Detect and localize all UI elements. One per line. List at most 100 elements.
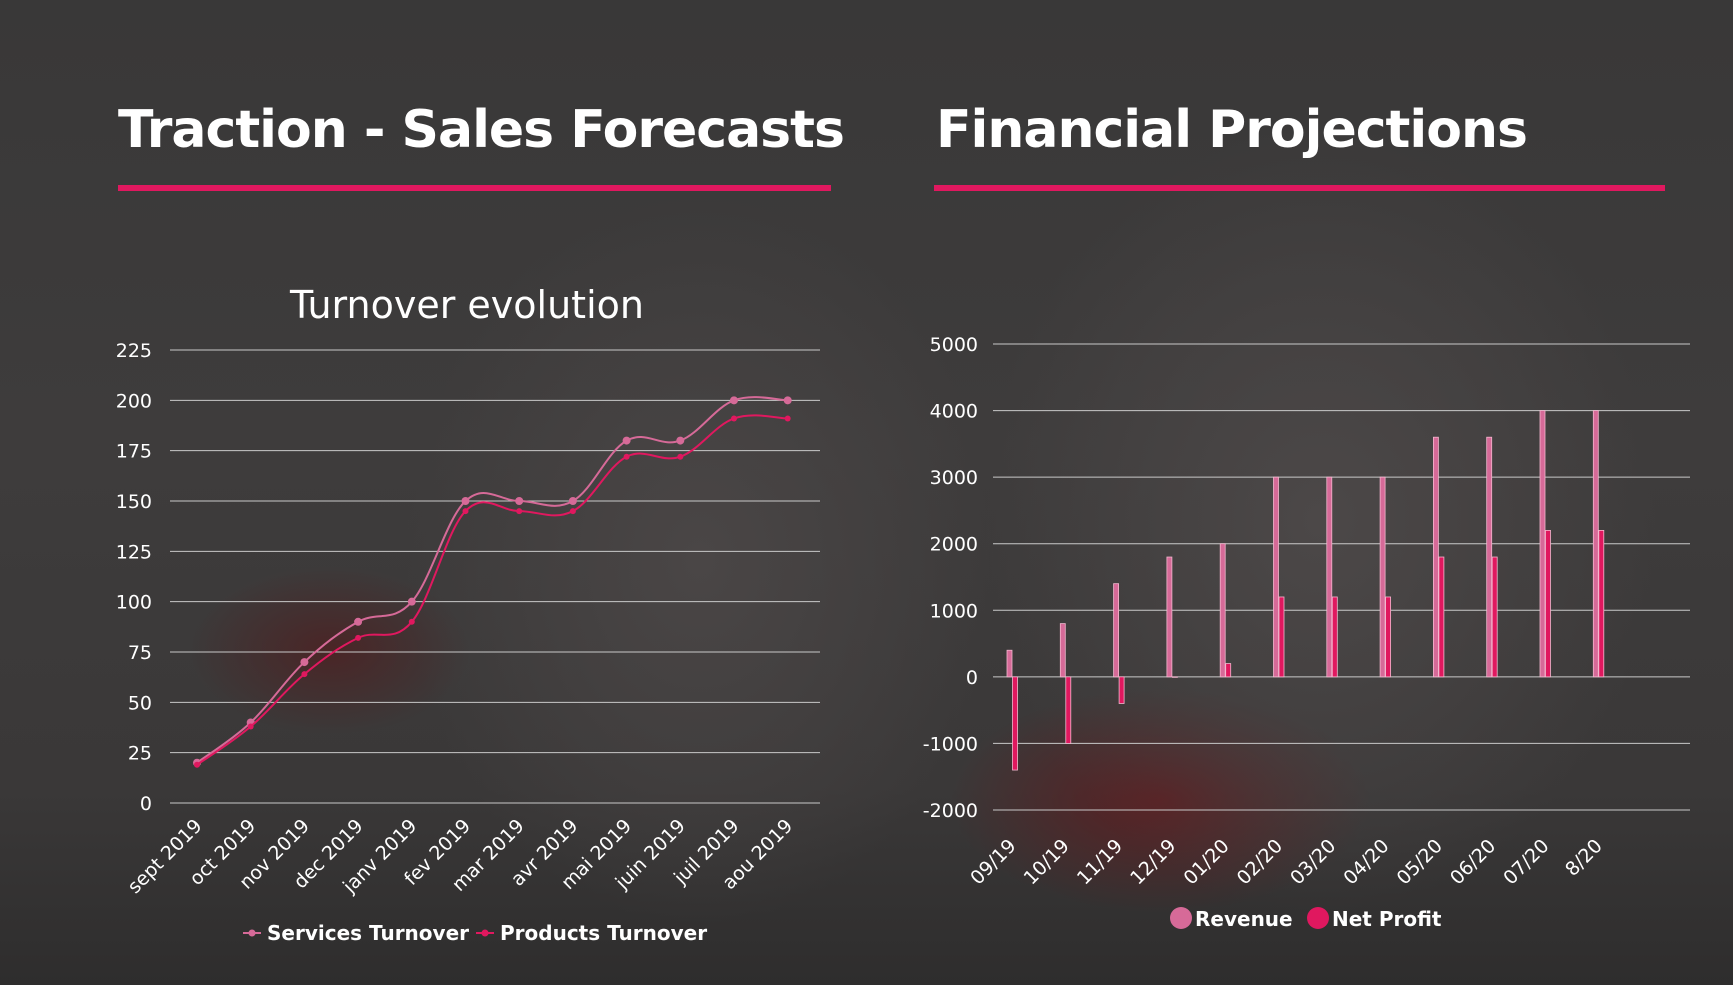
y-tick-label: 175 bbox=[116, 441, 152, 463]
bar-chart-bars bbox=[1006, 410, 1605, 771]
data-point bbox=[461, 497, 470, 505]
revenue-bar bbox=[1273, 476, 1279, 678]
x-tick-label: 09/19 bbox=[966, 835, 1020, 889]
bar-chart-y-ticks: 5000 4000 3000 2000 1000 0 -1000 -2000 bbox=[923, 334, 978, 822]
right-title-underline bbox=[934, 185, 1665, 191]
legend-label: Products Turnover bbox=[500, 921, 707, 945]
y-tick-label: 2000 bbox=[930, 534, 978, 556]
revenue-bar bbox=[1326, 476, 1333, 678]
data-point bbox=[247, 723, 254, 730]
line-chart-grid bbox=[170, 349, 820, 804]
y-tick-label: 1000 bbox=[930, 600, 978, 622]
legend-swatch-marker bbox=[1307, 907, 1329, 929]
data-point bbox=[300, 658, 309, 667]
net-profit-bar bbox=[1065, 676, 1072, 744]
y-tick-label: 0 bbox=[140, 793, 152, 815]
net-profit-bar bbox=[1545, 530, 1551, 678]
data-point bbox=[568, 497, 577, 505]
legend-swatch-marker bbox=[1170, 907, 1192, 929]
revenue-bar bbox=[1539, 410, 1546, 678]
net-profit-bar bbox=[1491, 556, 1498, 678]
revenue-bar bbox=[1113, 583, 1119, 678]
data-point bbox=[354, 617, 363, 626]
legend-label: Net Profit bbox=[1332, 907, 1442, 931]
x-tick-label: 05/20 bbox=[1393, 835, 1447, 889]
net-profit-bar bbox=[1385, 596, 1391, 678]
net-profit-bar bbox=[1331, 596, 1338, 678]
y-tick-label: 4000 bbox=[930, 401, 978, 423]
x-tick-label: 11/19 bbox=[1073, 835, 1127, 889]
net-profit-bar bbox=[1225, 663, 1232, 678]
y-tick-label: -2000 bbox=[923, 800, 978, 822]
x-tick-label: 03/20 bbox=[1286, 835, 1340, 889]
net-profit-bar bbox=[1118, 676, 1125, 704]
data-point bbox=[784, 415, 791, 422]
y-tick-label: 125 bbox=[116, 541, 152, 563]
bar-chart-grid bbox=[993, 343, 1690, 811]
legend-label: Revenue bbox=[1195, 907, 1293, 931]
chart-title: Turnover evolution bbox=[289, 283, 644, 327]
x-tick-label: 06/20 bbox=[1446, 835, 1500, 889]
left-title-underline bbox=[118, 185, 831, 191]
data-point bbox=[301, 671, 308, 678]
y-tick-label: 75 bbox=[128, 642, 152, 664]
data-point bbox=[731, 415, 737, 422]
data-point bbox=[407, 597, 416, 606]
revenue-bar bbox=[1379, 476, 1386, 678]
x-tick-label: 01/20 bbox=[1179, 835, 1233, 889]
x-tick-label: 8/20 bbox=[1561, 835, 1607, 881]
net-profit-bar bbox=[1172, 676, 1178, 678]
net-profit-bar bbox=[1438, 556, 1445, 678]
revenue-bar bbox=[1059, 623, 1066, 678]
x-tick-label: 12/19 bbox=[1126, 835, 1180, 889]
revenue-bar bbox=[1219, 543, 1226, 678]
legend-swatch-marker bbox=[481, 929, 489, 937]
legend-swatch-marker bbox=[248, 929, 256, 937]
y-tick-label: 0 bbox=[966, 667, 978, 689]
legend-label: Services Turnover bbox=[267, 921, 469, 945]
y-tick-label: 5000 bbox=[930, 334, 978, 356]
revenue-bar bbox=[1486, 436, 1493, 678]
data-point bbox=[569, 508, 576, 515]
data-point bbox=[194, 761, 200, 768]
x-tick-label: 04/20 bbox=[1339, 835, 1393, 889]
revenue-bar bbox=[1433, 436, 1439, 678]
data-point bbox=[515, 497, 524, 505]
data-point bbox=[623, 453, 630, 460]
net-profit-bar bbox=[1598, 530, 1605, 678]
y-tick-label: 3000 bbox=[930, 467, 978, 489]
bar-chart-x-ticks: 09/19 10/19 11/19 12/19 01/20 02/20 03/20 04/20… bbox=[966, 835, 1607, 889]
x-tick-label: 07/20 bbox=[1499, 835, 1553, 889]
y-tick-label: 225 bbox=[116, 340, 152, 362]
data-point bbox=[676, 436, 685, 445]
y-tick-label: -1000 bbox=[923, 733, 978, 755]
data-point bbox=[622, 436, 631, 445]
y-tick-label: 200 bbox=[116, 390, 152, 412]
data-point bbox=[408, 618, 415, 625]
x-tick-label: 02/20 bbox=[1233, 835, 1287, 889]
net-profit-bar bbox=[1278, 596, 1285, 678]
x-tick-label: 10/19 bbox=[1020, 835, 1074, 889]
data-point bbox=[730, 396, 738, 405]
left-panel-title: Traction - Sales Forecasts bbox=[118, 100, 845, 160]
line-chart-legend: Services Turnover Products Turnover bbox=[243, 921, 707, 945]
y-tick-label: 50 bbox=[128, 692, 152, 714]
right-panel-title: Financial Projections bbox=[936, 100, 1528, 160]
revenue-bar bbox=[1006, 649, 1013, 678]
y-tick-label: 100 bbox=[116, 592, 152, 614]
data-point bbox=[355, 634, 362, 641]
data-point bbox=[783, 396, 792, 405]
y-tick-label: 25 bbox=[128, 743, 152, 765]
data-point bbox=[516, 508, 523, 515]
revenue-bar bbox=[1166, 556, 1173, 678]
revenue-bar bbox=[1592, 410, 1599, 678]
line-chart-y-ticks: 0 25 50 75 100 125 150 175 200 225 bbox=[116, 340, 152, 815]
data-point bbox=[462, 508, 469, 515]
line-chart-series bbox=[193, 396, 792, 768]
bar-chart-legend: Revenue Net Profit bbox=[1170, 907, 1442, 931]
data-point bbox=[677, 453, 684, 460]
y-tick-label: 150 bbox=[116, 491, 152, 513]
net-profit-bar bbox=[1012, 676, 1018, 771]
